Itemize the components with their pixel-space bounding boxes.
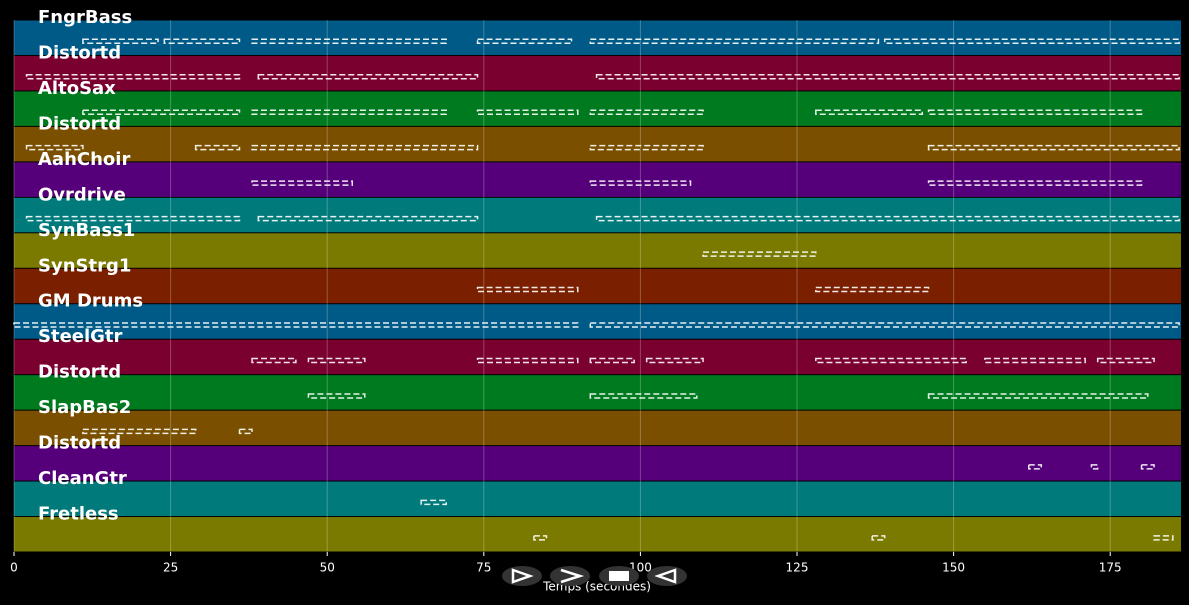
note-run: [533, 535, 548, 541]
track-band: [14, 446, 1181, 481]
forward-button[interactable]: [550, 566, 590, 586]
track-name: AahChoir: [38, 149, 130, 170]
track-name: GM Drums: [38, 291, 143, 312]
note-run: [257, 215, 479, 222]
note-run: [589, 144, 704, 151]
note-run: [589, 38, 880, 45]
note-run: [645, 357, 704, 364]
track-name: Fretless: [38, 504, 119, 525]
note-run: [589, 393, 698, 399]
track-band: [14, 233, 1181, 268]
note-run: [815, 357, 967, 364]
track-name: Distortd: [38, 433, 121, 454]
note-run: [307, 393, 366, 399]
track-name: SteelGtr: [38, 326, 123, 347]
track-name: SlapBas2: [38, 397, 131, 418]
controls: [502, 566, 687, 586]
track-band: [14, 197, 1181, 233]
x-tick-label: 0: [10, 561, 18, 575]
track-name: SynBass1: [38, 220, 135, 241]
note-run: [883, 38, 1180, 45]
track-band: [14, 339, 1181, 375]
x-tick-label: 150: [942, 561, 965, 575]
note-run: [307, 357, 366, 364]
x-tick-label: 175: [1099, 561, 1122, 575]
note-run: [1096, 357, 1155, 364]
track-band: [14, 162, 1181, 197]
track-band: [14, 481, 1181, 517]
note-run: [927, 393, 1149, 399]
track-name: CleanGtr: [38, 468, 127, 489]
note-run: [1028, 464, 1043, 470]
note-run: [163, 38, 241, 45]
tracks: [14, 20, 1181, 552]
note-run: [1153, 535, 1174, 541]
track-name: SynStrg1: [38, 255, 131, 276]
note-run: [82, 38, 159, 45]
note-run: [1140, 464, 1155, 470]
note-run: [476, 38, 573, 45]
x-tick-label: 75: [476, 561, 491, 575]
note-run: [589, 180, 692, 186]
note-run: [257, 73, 479, 80]
note-run: [251, 357, 297, 364]
note-run: [589, 322, 1180, 328]
note-run: [420, 499, 447, 506]
note-run: [82, 109, 241, 115]
note-run: [13, 322, 579, 328]
note-run: [476, 357, 579, 364]
x-tick-label: 25: [163, 561, 178, 575]
track-band: [14, 304, 1181, 339]
track-name: FngrBass: [38, 7, 132, 28]
track-band: [14, 91, 1181, 126]
stop-button[interactable]: [599, 566, 639, 586]
track-name: Distortd: [38, 113, 121, 134]
note-run: [1090, 464, 1099, 470]
note-run: [595, 215, 1180, 222]
play-button[interactable]: [502, 566, 542, 586]
x-tick-label: 125: [786, 561, 809, 575]
note-run: [251, 144, 479, 151]
note-run: [238, 428, 253, 435]
track-band: [14, 268, 1181, 304]
track-name: Distortd: [38, 362, 121, 383]
labels: FngrBass Distortd AltoSax Distortd AahChoir O…: [10, 7, 1121, 575]
note-run: [82, 428, 197, 435]
note-run: [476, 286, 579, 293]
track-name: AltoSax: [38, 78, 116, 99]
note-run: [589, 357, 635, 364]
track-name: Ovrdrive: [38, 184, 126, 205]
track-band: [14, 517, 1181, 552]
note-run: [984, 357, 1086, 364]
track-name: Distortd: [38, 42, 121, 63]
note-run: [595, 73, 1180, 80]
note-run: [251, 180, 354, 186]
note-run: [871, 535, 886, 541]
track-band: [14, 20, 1181, 55]
track-band: [14, 410, 1181, 446]
track-band: [14, 55, 1181, 91]
note-run: [589, 109, 704, 115]
note-run: [702, 251, 817, 257]
note-run: [476, 109, 579, 115]
track-band: [14, 126, 1181, 162]
x-tick-label: 50: [320, 561, 335, 575]
note-run: [815, 109, 924, 115]
note-run: [25, 144, 84, 151]
note-run: [927, 144, 1180, 151]
track-band: [14, 375, 1181, 410]
note-run: [815, 286, 930, 293]
grid: [13, 20, 1111, 556]
notes: [13, 38, 1180, 541]
note-run: [194, 144, 241, 151]
rewind-button[interactable]: [647, 566, 687, 586]
